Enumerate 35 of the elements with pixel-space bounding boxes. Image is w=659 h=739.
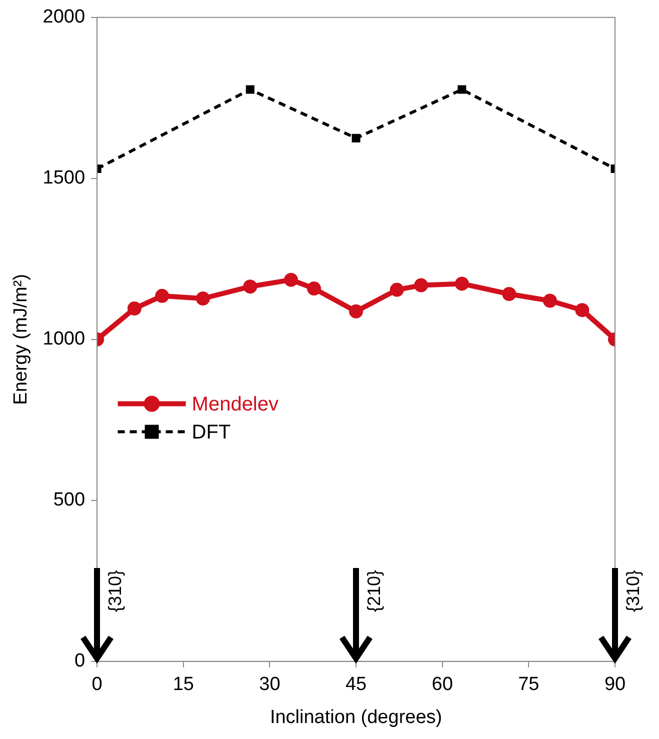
point xyxy=(390,282,404,297)
y-tick-label: 0 xyxy=(74,650,86,672)
x-tick-label: 30 xyxy=(259,674,280,696)
x-tick-label: 45 xyxy=(345,674,367,696)
y-tick-label: 2000 xyxy=(42,6,86,28)
point xyxy=(155,288,170,303)
legend-label: Mendelev xyxy=(192,393,279,416)
point xyxy=(414,278,428,292)
point xyxy=(575,303,590,318)
point xyxy=(196,292,210,306)
point xyxy=(127,301,142,316)
y-axis-title: Energy (mJ/m²) xyxy=(10,274,32,405)
point xyxy=(542,294,557,308)
point xyxy=(246,85,254,94)
point xyxy=(284,272,298,287)
annotation: {310} xyxy=(105,570,126,612)
x-tick-label: 0 xyxy=(92,674,102,696)
point xyxy=(352,134,360,142)
x-tick-label: 15 xyxy=(172,674,194,696)
x-tick-label: 75 xyxy=(518,674,540,696)
x-axis-title: Inclination (degrees) xyxy=(270,706,442,728)
x-tick-label: 90 xyxy=(604,674,626,696)
point xyxy=(458,85,466,94)
y-tick-label: 1000 xyxy=(42,328,86,350)
y-tick-label: 1500 xyxy=(42,168,86,189)
point xyxy=(502,287,516,301)
point xyxy=(243,280,258,294)
point xyxy=(349,304,364,318)
x-tick-label: 60 xyxy=(432,674,453,696)
text: {310} xyxy=(623,570,644,612)
point xyxy=(454,276,469,291)
legend-label: DFT xyxy=(192,421,231,444)
point xyxy=(307,282,322,296)
y-tick-label: 500 xyxy=(53,490,86,511)
annotation: {210} xyxy=(364,570,386,612)
